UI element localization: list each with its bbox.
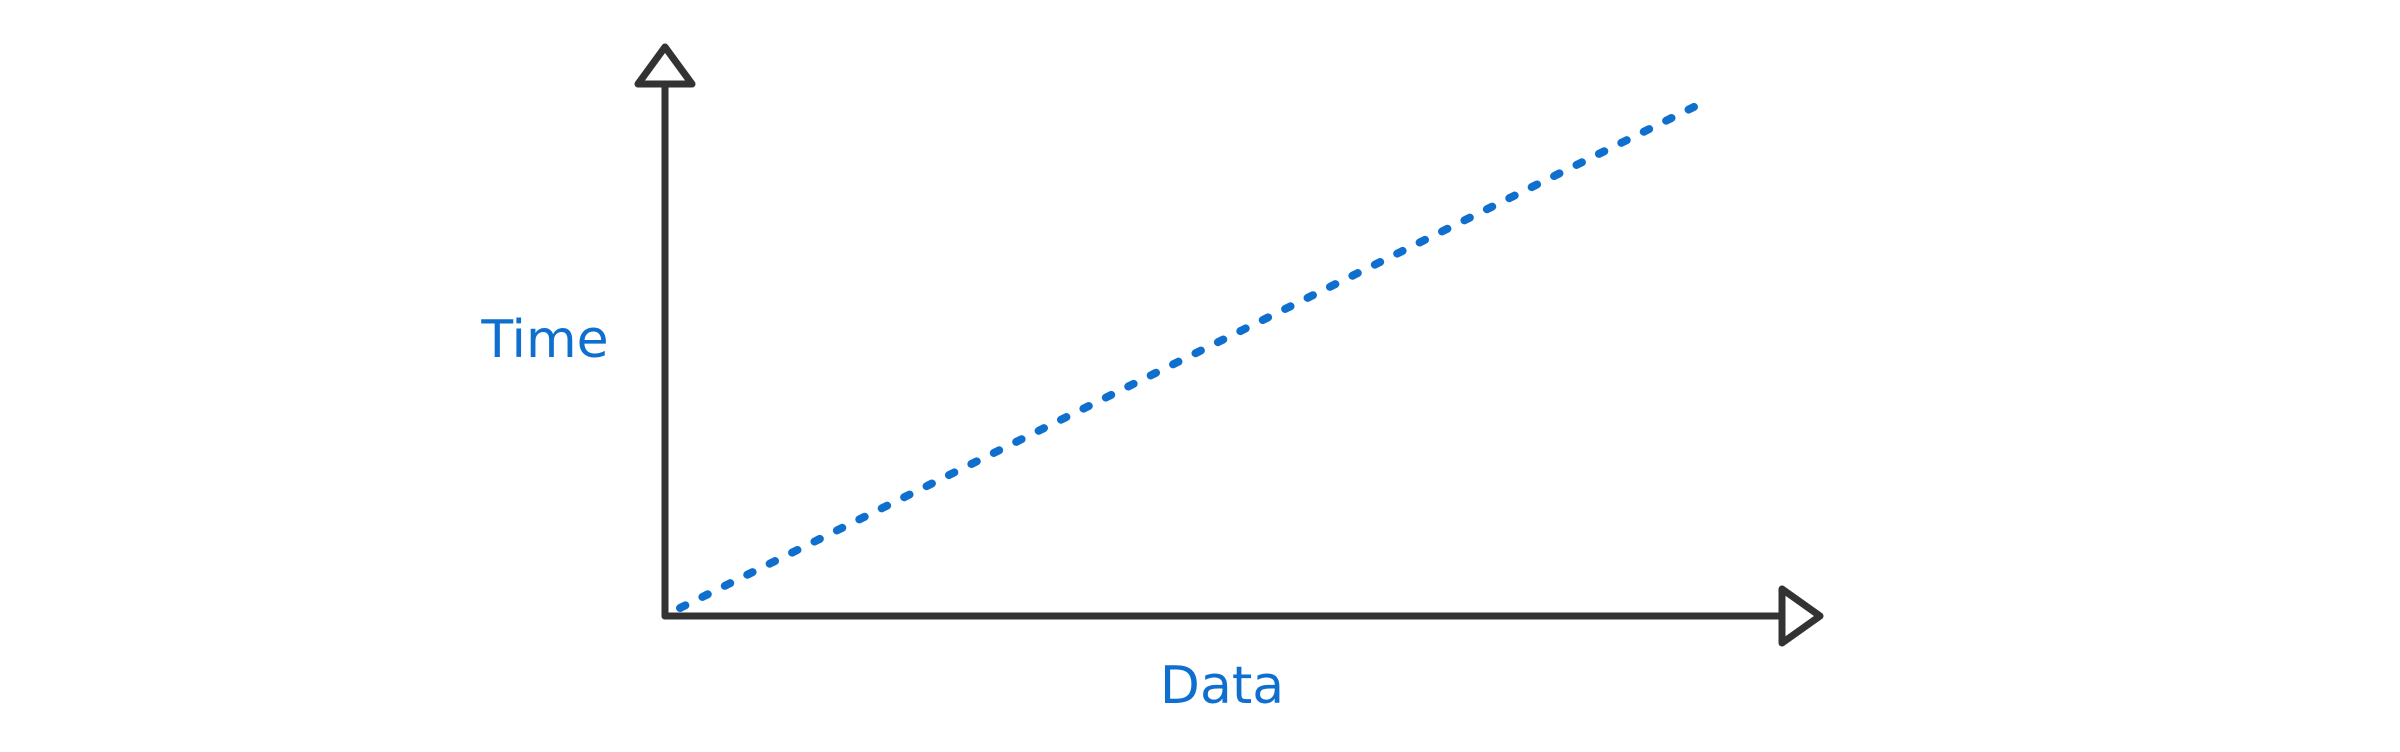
series-line-0 <box>676 95 1714 612</box>
y-axis-arrowhead <box>634 43 696 88</box>
series-layer <box>676 95 1714 612</box>
y-axis-label: Time <box>480 310 608 370</box>
x-axis-label: Data <box>1160 656 1284 716</box>
y-axis <box>634 43 696 620</box>
x-axis <box>661 585 1824 647</box>
x-axis-arrowhead <box>1778 585 1824 647</box>
